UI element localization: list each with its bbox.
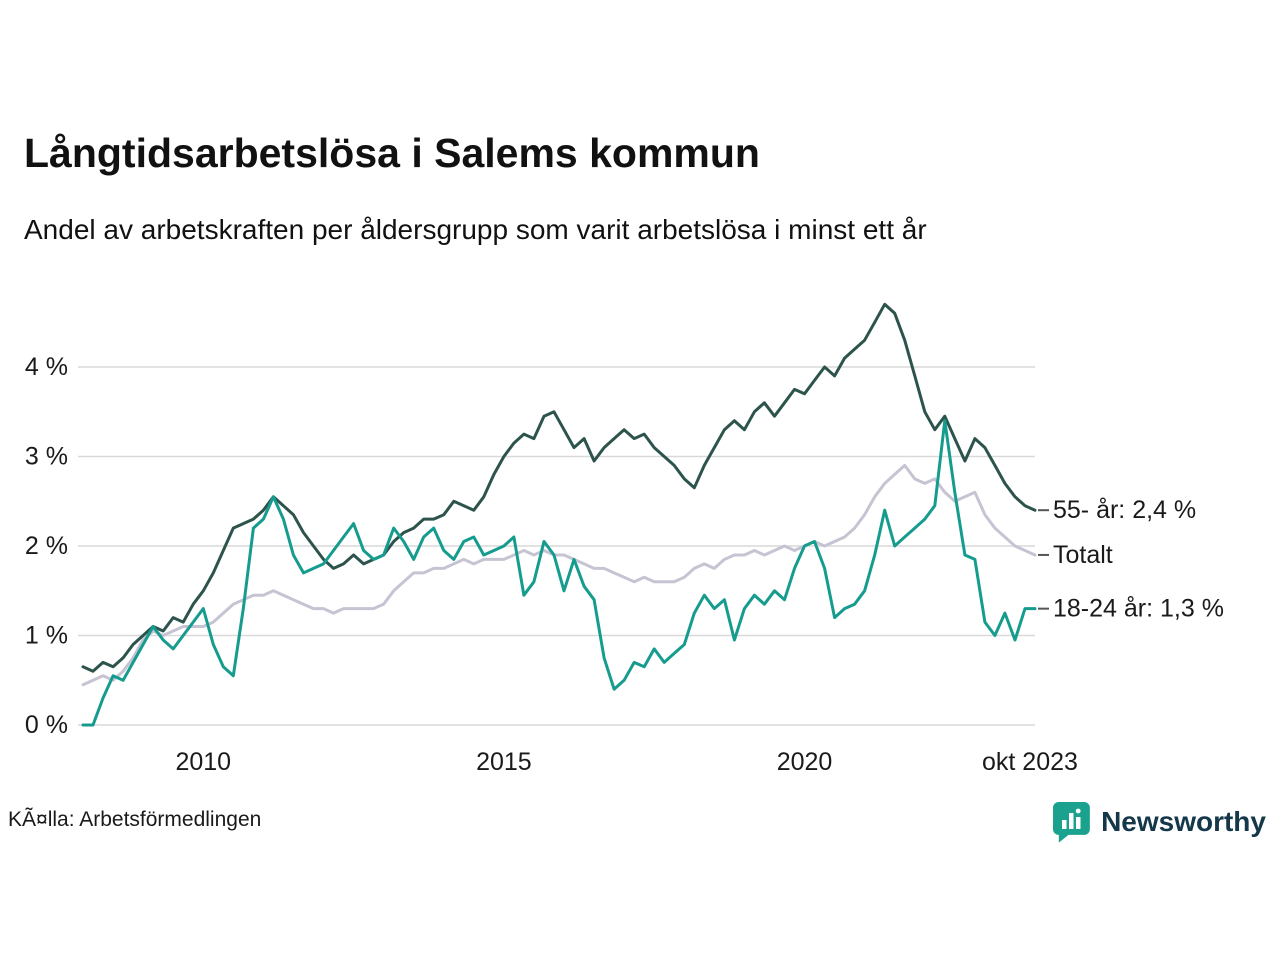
source-note: KÃ¤lla: Arbetsförmedlingen xyxy=(8,808,262,831)
page-title: Långtidsarbetslösa i Salems kommun xyxy=(24,130,760,176)
series-line-Totalt xyxy=(81,463,1037,687)
x-tick-label: okt 2023 xyxy=(982,748,1078,776)
logo-bar-2 xyxy=(1069,813,1074,829)
y-tick-label: 2 % xyxy=(25,532,68,560)
logo-bar-3 xyxy=(1076,817,1081,829)
series-end-label: 18-24 år: 1,3 % xyxy=(1053,595,1224,623)
page-subtitle: Andel av arbetskraften per åldersgrupp s… xyxy=(24,214,927,245)
series-end-label: 55- år: 2,4 % xyxy=(1053,496,1196,524)
y-tick-label: 1 % xyxy=(25,622,68,650)
y-tick-label: 4 % xyxy=(25,353,68,381)
series-line-55- år xyxy=(81,302,1037,673)
newsworthy-logo: Newsworthy xyxy=(1053,800,1266,844)
y-tick-label: 0 % xyxy=(25,711,68,739)
y-tick-label: 3 % xyxy=(25,443,68,471)
newsworthy-logo-icon xyxy=(1053,801,1090,843)
logo-dot xyxy=(1075,808,1081,814)
x-tick-label: 2020 xyxy=(777,748,833,776)
x-tick-label: 2015 xyxy=(476,748,532,776)
x-tick-label: 2010 xyxy=(175,748,231,776)
logo-bar-1 xyxy=(1062,820,1067,829)
newsworthy-logo-text: Newsworthy xyxy=(1101,806,1266,837)
series-end-label: Totalt xyxy=(1053,541,1113,569)
series-line-18-24 år xyxy=(81,419,1037,727)
